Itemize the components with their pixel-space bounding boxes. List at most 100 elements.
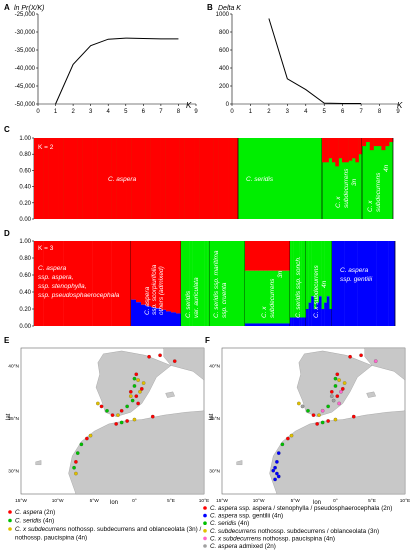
- x-tick-label: 7: [359, 109, 363, 115]
- bar-segment-red: [328, 138, 333, 159]
- bar-segment-blue: [294, 317, 297, 326]
- legend-label: C. seridis (4n): [15, 518, 54, 525]
- sample-point: [315, 422, 319, 426]
- bar-segment-blue: [281, 323, 286, 326]
- panel-c: C 1.00 0.80 0.60 0.40 0.20 0.00 K = 2 C. aspe…: [4, 125, 394, 223]
- bar-segment-red: [92, 241, 103, 326]
- panel-b: B Delta K 0 1 2 3 4 5 6 7 8 9 1000 800 600 400 200 0 K: [207, 3, 403, 115]
- bar-segment-green: [324, 241, 327, 303]
- x-tick-label: 5: [323, 109, 327, 115]
- bar-segment-blue: [319, 296, 322, 326]
- bar-segment-green: [198, 241, 202, 326]
- bar-segment-red: [352, 138, 356, 159]
- bar-segment-red: [131, 138, 137, 219]
- bar-segment-blue: [146, 306, 152, 326]
- bar-segment-blue: [329, 309, 333, 326]
- bar-segment-green: [294, 241, 297, 318]
- panel-e-xlabel: lon: [110, 500, 118, 506]
- panel-d-g7-l1: C. x subdecurrens: [313, 265, 320, 318]
- bar-segment-red: [140, 138, 146, 219]
- bar-segment-green: [316, 241, 320, 303]
- y-tick-label: 0.00: [19, 217, 31, 223]
- sample-point: [132, 417, 137, 422]
- bar-segment-red: [126, 138, 132, 219]
- bar-segment-blue: [350, 241, 358, 326]
- panel-d-g2-l1: C. aspera: [144, 286, 151, 315]
- bar-segment-blue: [258, 323, 264, 326]
- bar-segment-red: [281, 241, 286, 271]
- bar-segment-blue: [357, 241, 364, 326]
- panel-d-g8-l1: C. aspera: [340, 267, 369, 274]
- bar-segment-green: [249, 270, 255, 324]
- atlantic-islet: [35, 460, 42, 465]
- bar-segment-green: [254, 270, 259, 324]
- sample-point: [306, 408, 310, 413]
- y-tick-label: -40,000: [15, 66, 36, 72]
- bar-segment-blue: [267, 323, 273, 326]
- bar-segment-blue: [304, 317, 307, 326]
- balearic-islands: [366, 391, 376, 398]
- panel-c-letter: C: [4, 125, 10, 134]
- legend-marker: [8, 527, 12, 531]
- y-tick-label: 0.60: [19, 273, 31, 279]
- bar-segment-green: [285, 270, 291, 324]
- europe-landmass: [364, 347, 406, 381]
- bar-segment-red: [131, 241, 137, 300]
- bar-segment-red: [208, 138, 214, 219]
- bar-segment-red: [145, 138, 151, 219]
- sample-point: [72, 465, 76, 470]
- x-tick-label: 6: [142, 109, 146, 115]
- panel-d-bars: [34, 241, 396, 326]
- sample-point: [141, 381, 146, 385]
- bar-segment-blue: [324, 302, 327, 326]
- bar-segment-red: [87, 138, 93, 219]
- bar-segment-green: [220, 241, 225, 326]
- bar-segment-blue: [388, 241, 396, 326]
- bar-segment-red: [285, 241, 291, 271]
- bar-segment-red: [146, 241, 152, 307]
- x-tick-label: 2: [71, 109, 75, 115]
- panel-e: E 15°W 10°W 5°W 0° 5°E 10°E 40°N 35°N 30°N lat l…: [4, 336, 209, 506]
- bar-segment-red: [63, 138, 69, 219]
- sample-point: [333, 417, 338, 422]
- sample-point: [337, 401, 341, 406]
- legend-marker: [203, 521, 207, 525]
- sample-point: [99, 404, 104, 409]
- bar-segment-green: [304, 241, 307, 318]
- panel-f-map: 15°W 10°W 5°W 0° 5°E 10°E 40°N 35°N 30°N: [209, 347, 410, 504]
- bar-segment-green: [258, 270, 264, 324]
- bar-segment-green: [204, 241, 208, 326]
- bar-segment-red: [97, 138, 103, 219]
- sample-point: [139, 387, 144, 391]
- bar-segment-red: [369, 138, 374, 151]
- bar-segment-blue: [291, 317, 294, 326]
- bar-segment-red: [58, 138, 64, 219]
- bar-segment-green: [231, 241, 235, 326]
- bar-segment-green: [183, 241, 187, 326]
- bar-segment-green: [311, 241, 314, 297]
- sample-point: [276, 451, 281, 455]
- panel-a: A ln Pr(X/K) 0 1 2 3 4 5 6 7 8 9 -25,000 -30,000 -35…: [4, 3, 198, 115]
- bar-segment-red: [204, 138, 210, 219]
- panel-d: D 1.00 0.80 0.60 0.40 0.20 0.00 K = 3 C. aspe…: [4, 229, 396, 330]
- bar-segment-blue: [326, 296, 330, 326]
- bar-segment-red: [377, 138, 382, 147]
- panel-d-g3-l1: C. seridis: [185, 290, 192, 318]
- x-tick-label: 5: [124, 109, 128, 115]
- lon-tick-label: 5°W: [291, 498, 301, 504]
- panel-c-label-sub3-a: C. x: [335, 196, 342, 208]
- y-tick-label: 0.20: [19, 201, 31, 207]
- sample-point: [335, 372, 340, 377]
- bar-segment-green: [321, 241, 325, 309]
- lon-tick-label: 10°W: [253, 498, 265, 504]
- panel-d-g5-l3: 3n: [277, 270, 284, 278]
- sample-point: [85, 436, 89, 441]
- bar-segment-blue: [369, 241, 377, 326]
- bar-segment-red: [345, 138, 349, 163]
- sample-point: [331, 398, 336, 403]
- panel-a-ylabel: ln Pr(X/K): [14, 5, 44, 12]
- sample-point: [337, 378, 341, 382]
- bar-segment-blue: [290, 317, 292, 326]
- panel-a-plot: 0 1 2 3 4 5 6 7 8 9 -25,000 -30,000 -35,000 -40,000 -4…: [15, 12, 199, 115]
- legend-marker: [203, 536, 207, 541]
